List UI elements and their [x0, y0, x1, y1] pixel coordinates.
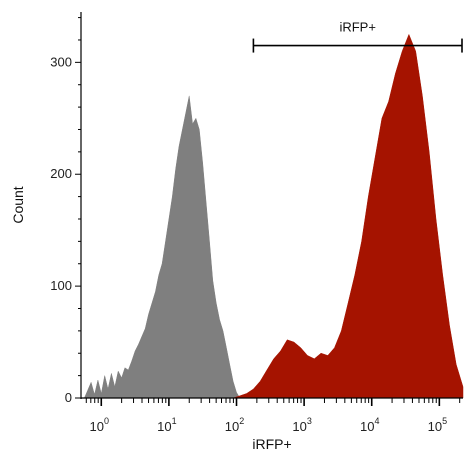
x-tick-label: 100 [90, 416, 109, 434]
x-tick-label: 105 [428, 416, 447, 434]
series-layer [84, 33, 464, 399]
x-tick-label: 102 [225, 416, 244, 434]
gate-layer: iRFP+ [252, 20, 463, 53]
y-tick-label: 0 [65, 390, 72, 405]
series-0-area [84, 95, 241, 399]
y-tick-label: 200 [50, 166, 72, 181]
y-tick-label: 300 [50, 54, 72, 69]
y-axis-label: Count [10, 186, 26, 223]
x-tick-label: 104 [360, 416, 379, 434]
series-1-area [233, 33, 464, 399]
x-axis-label: iRFP+ [252, 436, 291, 452]
axes-layer: 0 100 200 300 100 101 102 103 104 105 [50, 12, 463, 434]
gate-label: iRFP+ [339, 20, 375, 35]
y-tick-label: 100 [50, 278, 72, 293]
x-tick-label: 103 [292, 416, 311, 434]
x-tick-label: 101 [157, 416, 176, 434]
